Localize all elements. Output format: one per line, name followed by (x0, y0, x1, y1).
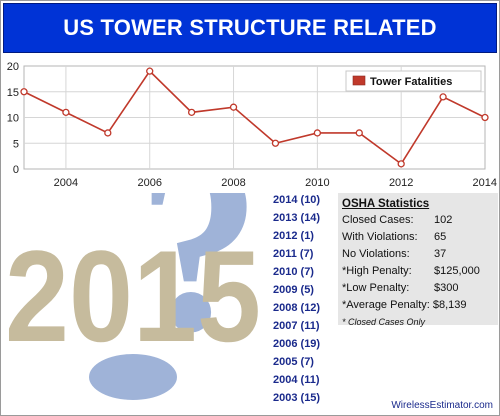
year-list-item: 2003 (15) (273, 392, 321, 404)
y-tick-label: 10 (7, 113, 19, 125)
fatalities-chart-svg: 0 5 10 15 20 2004 2006 2008 2010 2012 2014 Tower Fa… (7, 61, 497, 189)
year-list-item: 2013 (14) (273, 212, 321, 224)
question-mark-dot-icon (89, 354, 177, 400)
closed-cases-note: * Closed Cases Only (342, 317, 426, 327)
page-title: US TOWER STRUCTURE RELATED FATALITIES (3, 3, 497, 88)
with-violations-label: With Violations: (342, 231, 418, 243)
osha-title: OSHA Statistics (342, 198, 430, 210)
high-penalty-label: *High Penalty: (342, 265, 412, 277)
x-tick-label: 2008 (221, 177, 245, 189)
data-point (20, 88, 28, 96)
with-violations-row: With Violations: 65 (342, 229, 494, 246)
high-penalty-value: $125,000 (434, 265, 480, 277)
year-list-item: 2006 (19) (273, 338, 321, 350)
osha-statistics-panel: OSHA Statistics Closed Cases: 102 With Vi… (338, 193, 498, 327)
data-point (229, 103, 238, 111)
year-list-item: 2010 (7) (273, 266, 314, 278)
closed-cases-value: 102 (434, 214, 453, 226)
x-tick-label: 2010 (305, 177, 329, 189)
data-point (62, 108, 70, 116)
year-graphic: ? 2015 (1, 193, 267, 415)
site-credit: WirelessEstimator.com (391, 400, 493, 411)
data-point (146, 67, 154, 75)
closed-cases-row: Closed Cases: 102 (342, 212, 494, 229)
year-list-item: 2012 (1) (273, 230, 314, 242)
year-list-item: 2004 (11) (273, 374, 320, 386)
question-mark-icon: ? (137, 193, 262, 384)
data-point (187, 108, 196, 116)
year-list-item: 2005 (7) (273, 356, 314, 368)
legend-swatch (352, 75, 366, 86)
average-penalty-value: $8,139 (432, 299, 467, 311)
year-list-item: 2009 (5) (273, 284, 314, 296)
no-violations-row: No Violations: 37 (342, 246, 494, 263)
high-penalty-row: *High Penalty: $125,000 (342, 263, 494, 280)
series-line (23, 69, 486, 166)
year-list-item: 2011 (7) (273, 248, 314, 260)
data-point (355, 129, 363, 137)
y-tick-label: 15 (7, 87, 19, 99)
no-violations-label: No Violations: (342, 248, 410, 260)
data-point (481, 113, 489, 122)
legend-box (345, 70, 482, 92)
no-violations-value: 37 (434, 248, 447, 260)
average-penalty-row: *Average Penalty: $8,139 (342, 297, 494, 314)
low-penalty-value: $300 (434, 282, 459, 294)
data-point (271, 139, 280, 147)
year-list-item: 2007 (11) (273, 320, 320, 332)
y-tick-label: 0 (13, 164, 19, 176)
average-penalty-label: *Average Penalty: (342, 299, 430, 311)
x-tick-label: 2012 (389, 177, 413, 189)
y-tick-label: 5 (13, 138, 19, 150)
x-tick-label: 2004 (54, 177, 78, 189)
data-point (397, 160, 405, 168)
y-tick-label: 20 (7, 61, 19, 73)
year-list-item: 2014 (10) (273, 194, 321, 206)
year-graphic-svg: ? 2015 (5, 193, 262, 400)
big-year-text: 2015 (5, 223, 261, 369)
fatalities-chart: 0 5 10 15 20 2004 2006 2008 2010 2012 2014 Tower Fa… (1, 57, 500, 192)
x-tick-label: 2014 (473, 177, 497, 189)
data-point (104, 129, 112, 137)
data-point (439, 93, 447, 101)
x-tick-label: 2006 (137, 177, 161, 189)
with-violations-value: 65 (434, 231, 447, 243)
closed-cases-label: Closed Cases: (342, 214, 414, 226)
low-penalty-row: *Low Penalty: $300 (342, 280, 494, 297)
legend-label: Tower Fatalities (370, 76, 452, 88)
year-list-item: 2008 (12) (273, 302, 321, 314)
year-list: 2014 (10) 2013 (14) 2012 (1) 2011 (7) 20… (269, 191, 337, 413)
low-penalty-label: *Low Penalty: (342, 282, 410, 294)
data-point (313, 129, 322, 137)
